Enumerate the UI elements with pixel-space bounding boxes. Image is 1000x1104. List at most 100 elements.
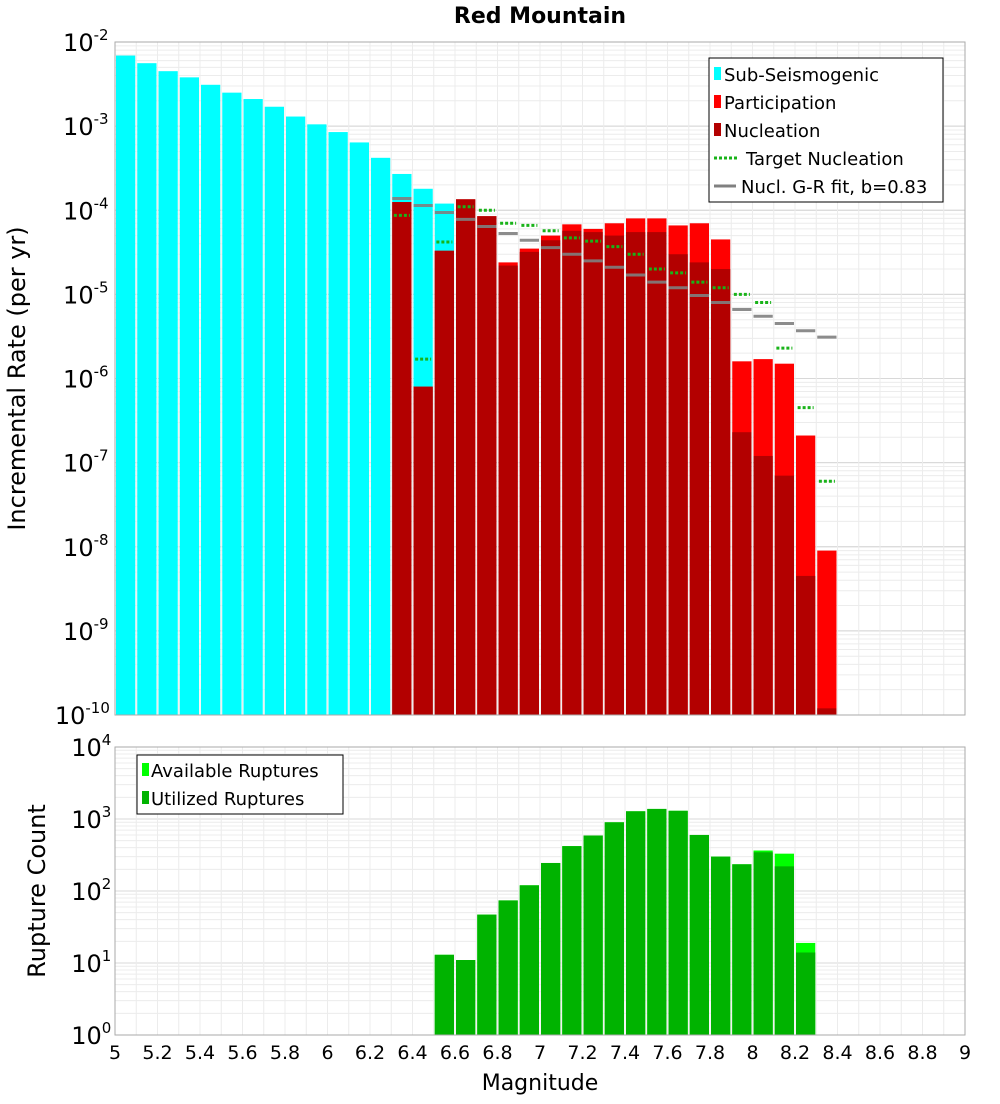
x-tick-label: 5	[109, 1042, 121, 1064]
nucleation-bar	[434, 250, 454, 716]
count-y-axis-label: Rupture Count	[23, 804, 51, 978]
x-tick-label: 7.4	[610, 1042, 640, 1064]
rate-y-tick-label-exp: -5	[94, 278, 109, 296]
rate-y-tick-label-base: 10	[63, 197, 94, 225]
utilized-ruptures-bar	[647, 808, 667, 1035]
utilized-ruptures-bar	[519, 885, 539, 1035]
rate-y-tick-label: 10 -9	[63, 615, 109, 646]
x-tick-label: 5.6	[227, 1042, 257, 1064]
rate-y-tick-label-base: 10	[63, 450, 94, 478]
x-tick-label: 8.4	[822, 1042, 852, 1064]
nucleation-bar	[392, 202, 412, 716]
rate-y-tick-label-base: 10	[55, 702, 86, 730]
utilized-ruptures-bar	[626, 811, 646, 1035]
x-axis-label: Magnitude	[482, 1071, 599, 1096]
utilized-ruptures-bar	[796, 952, 816, 1035]
sub-seismogenic-bar	[349, 142, 369, 715]
rate-y-tick-label: 10 -6	[63, 363, 109, 394]
sub-seismogenic-bar	[158, 71, 178, 715]
count-y-tick-label-base: 10	[71, 806, 102, 834]
x-tick-label: 8	[746, 1042, 758, 1064]
rate-legend-swatch	[714, 123, 721, 136]
rate-y-tick-label-exp: -9	[94, 615, 109, 633]
sub-seismogenic-bar	[286, 116, 306, 716]
nucleation-bar	[817, 708, 837, 715]
x-tick-label: 8.2	[780, 1042, 810, 1064]
x-tick-label: 8.6	[865, 1042, 895, 1064]
nucleation-bar	[647, 232, 667, 716]
utilized-ruptures-bar	[498, 900, 518, 1035]
rate-y-tick-label-base: 10	[63, 534, 94, 562]
sub-seismogenic-bar	[179, 77, 199, 715]
count-legend-label: Utilized Ruptures	[151, 789, 304, 810]
rate-y-tick-label-exp: -2	[94, 26, 109, 44]
sub-seismogenic-bar	[137, 63, 157, 716]
utilized-ruptures-bar	[604, 822, 624, 1035]
rate-y-tick-label-base: 10	[63, 29, 94, 57]
count-y-tick-label-base: 10	[71, 734, 102, 762]
rate-y-tick-label: 10 -2	[63, 26, 109, 57]
x-tick-label: 5.4	[185, 1042, 215, 1064]
utilized-ruptures-bar	[732, 864, 752, 1035]
x-tick-label: 7.2	[567, 1042, 597, 1064]
count-legend-swatch	[142, 791, 149, 804]
count-y-tick-label-exp: 1	[102, 947, 112, 965]
count-legend-swatch	[142, 763, 149, 776]
utilized-ruptures-bar	[456, 960, 476, 1035]
rate-y-tick-label: 10 -10	[55, 699, 110, 730]
count-y-tick-label: 10 0	[71, 1019, 111, 1050]
nucleation-bar	[753, 455, 773, 715]
nucleation-bar	[541, 240, 561, 715]
x-tick-label: 6	[321, 1042, 333, 1064]
count-y-tick-label-base: 10	[71, 1022, 102, 1050]
utilized-ruptures-bar	[541, 862, 561, 1035]
count-legend: Available Ruptures Utilized Ruptures	[136, 754, 344, 815]
sub-seismogenic-bar	[201, 84, 221, 716]
nucleation-bar	[668, 254, 688, 715]
x-tick-label: 8.8	[907, 1042, 937, 1064]
nucleation-bar	[626, 232, 646, 716]
rate-legend-label: Target Nucleation	[745, 149, 904, 170]
sub-seismogenic-bar	[243, 99, 263, 715]
x-tick-label: 9	[959, 1042, 971, 1064]
count-y-tick-label: 10 1	[71, 947, 111, 978]
rate-y-axis-label: Incremental Rate (per yr)	[3, 226, 31, 530]
nucleation-bar	[456, 199, 476, 716]
x-tick-label: 5.2	[142, 1042, 172, 1064]
nucleation-bar	[689, 262, 709, 715]
count-y-tick-label: 10 2	[71, 875, 111, 906]
rate-legend-label: Participation	[724, 93, 836, 114]
rate-y-tick-label-base: 10	[63, 618, 94, 646]
utilized-ruptures-bar	[689, 834, 709, 1035]
rate-y-tick-label: 10 -8	[63, 531, 109, 562]
rate-y-tick-label-exp: -7	[94, 447, 109, 465]
count-y-tick-label: 10 3	[71, 803, 111, 834]
chart-title: Red Mountain	[454, 4, 626, 29]
sub-seismogenic-bar	[307, 124, 327, 715]
nucleation-bar	[498, 265, 518, 715]
rate-legend-swatch	[714, 67, 721, 80]
nucleation-bar	[796, 575, 816, 715]
count-legend-label: Available Ruptures	[151, 761, 319, 782]
x-tick-label: 7.6	[652, 1042, 682, 1064]
x-ticks: 5 5.2 5.4 5.6 5.8 6 6.2 6.4 6.6 6.8 7 7.2 7.4 7.6 7.8 8…	[109, 1042, 971, 1064]
count-y-tick-label-exp: 4	[102, 731, 112, 749]
nucleation-bar	[519, 251, 539, 715]
rate-y-ticks: 10-210-310-410-510-610-710-810-910-10	[55, 26, 110, 730]
count-y-tick-label-exp: 2	[102, 875, 112, 893]
count-y-tick-label: 10 4	[71, 731, 111, 762]
x-tick-label: 6.8	[482, 1042, 512, 1064]
utilized-ruptures-bar	[477, 914, 497, 1035]
rate-y-tick-label: 10 -7	[63, 447, 109, 478]
utilized-ruptures-bar	[668, 810, 688, 1035]
nucleation-bar	[732, 432, 752, 715]
rate-y-tick-label: 10 -5	[63, 278, 109, 309]
utilized-ruptures-bar	[753, 852, 773, 1035]
utilized-ruptures-bar	[774, 866, 794, 1035]
count-legend-box	[136, 754, 344, 815]
utilized-ruptures-bar	[434, 954, 454, 1035]
